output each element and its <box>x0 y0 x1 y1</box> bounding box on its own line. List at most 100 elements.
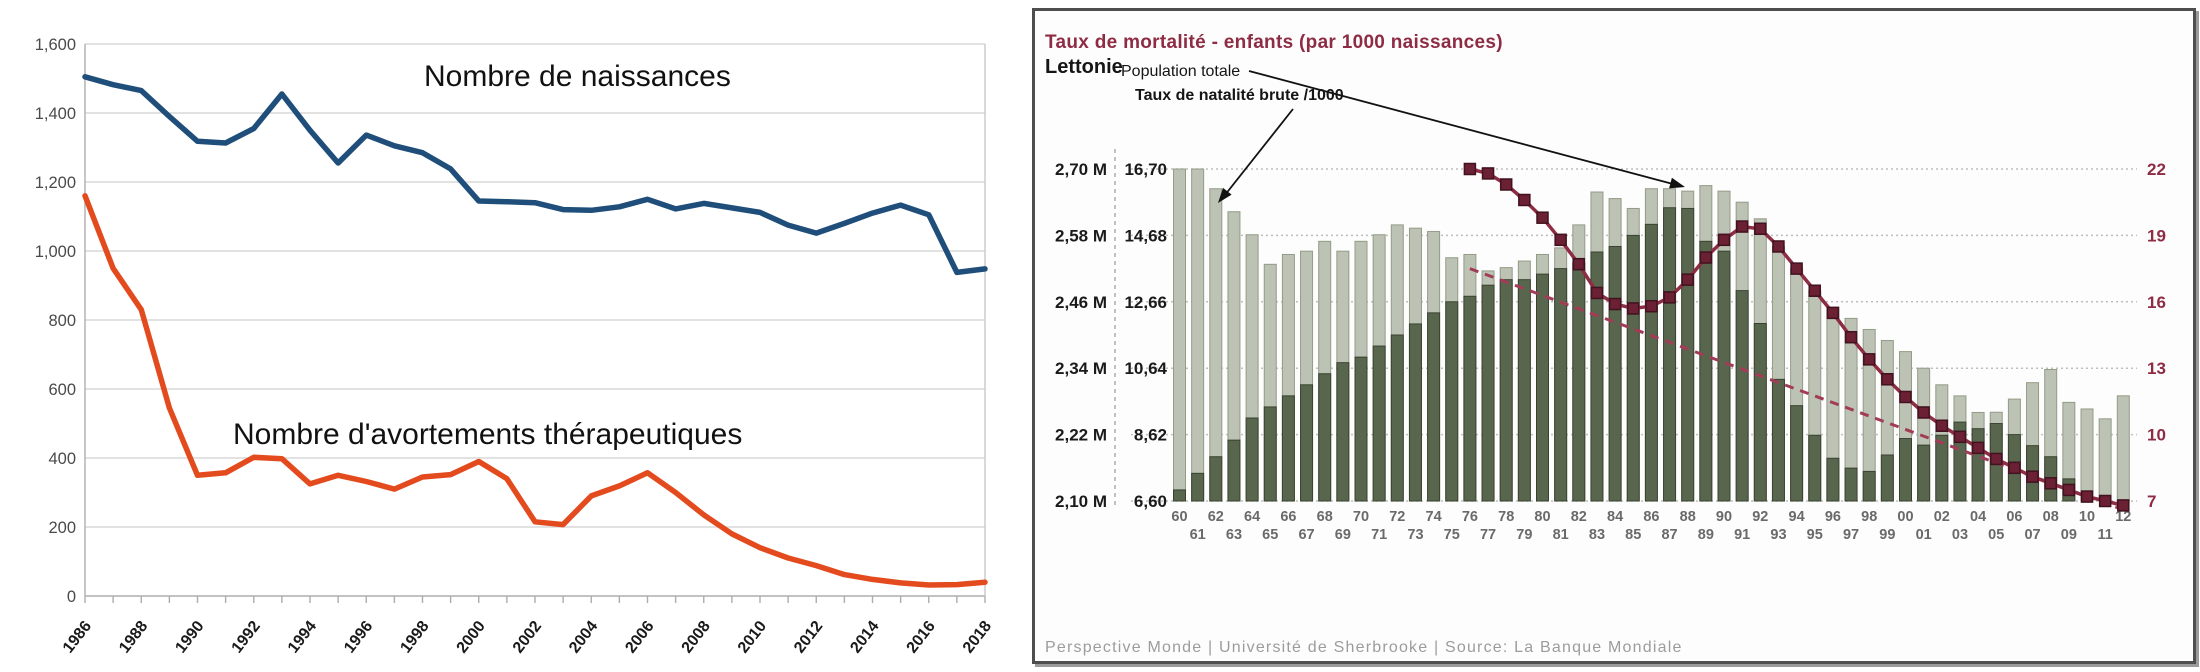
year-label: 00 <box>1897 509 1913 525</box>
mortality-square-marker <box>1717 233 1731 247</box>
x-axis-label: 2018 <box>960 618 995 657</box>
mortality-square-marker <box>1917 406 1930 419</box>
year-label: 89 <box>1698 527 1714 543</box>
bar <box>1935 434 1949 502</box>
natalite-axis-label: 10,64 <box>1124 359 1167 378</box>
x-axis-label: 2000 <box>454 618 489 657</box>
naissances-annotation: Nombre de naissances <box>424 60 731 93</box>
bar <box>1880 454 1894 502</box>
bar <box>1717 250 1731 502</box>
bar <box>1572 262 1586 502</box>
year-label: 93 <box>1770 527 1786 543</box>
year-label: 88 <box>1680 509 1696 525</box>
x-axis-label: 1990 <box>172 618 207 657</box>
bar <box>1626 234 1640 502</box>
year-label: 60 <box>1171 509 1187 525</box>
bar <box>1390 334 1404 502</box>
mortality-square-marker <box>1990 452 2003 466</box>
mortality-square-marker <box>2098 494 2112 508</box>
year-label: 71 <box>1371 527 1387 543</box>
population-legend-label: Population totale <box>1121 63 1241 80</box>
mortality-square-marker <box>1881 373 1894 386</box>
population-arrow <box>1248 70 1674 185</box>
mortality-square-marker <box>2117 499 2130 512</box>
year-label: 05 <box>1988 527 2004 543</box>
births-abortions-chart: 1,600 1,400 1,200 1,000 800 600 400 200 0 1986 198… <box>0 0 1010 672</box>
year-label: 78 <box>1498 509 1514 525</box>
mortality-square-marker <box>1590 286 1604 300</box>
year-label: 98 <box>1861 509 1877 525</box>
bar <box>1336 362 1350 502</box>
bar <box>1771 378 1785 502</box>
y-axis-label: 600 <box>48 381 76 399</box>
bar <box>1808 434 1822 502</box>
mortality-square-marker <box>1645 299 1658 313</box>
year-label: 91 <box>1734 527 1750 543</box>
mortality-square-marker <box>1935 419 1949 432</box>
mortality-square-marker <box>1572 257 1586 271</box>
mortalite-axis-label: 19 <box>2147 226 2166 245</box>
bar <box>1463 295 1477 502</box>
x-axis-label: 1986 <box>60 618 95 657</box>
lettonie-demographics-panel: 2,70 M 16,70 22 2,58 M 14,68 19 2,46 M 12,66 16 2… <box>1032 8 2196 664</box>
mortality-square-marker <box>1518 193 1531 207</box>
bar <box>1917 444 1931 502</box>
bar <box>2098 418 2112 502</box>
natalite-axis-label: 14,68 <box>1124 226 1167 245</box>
year-label: 66 <box>1280 509 1296 525</box>
year-label: 83 <box>1589 527 1605 543</box>
bar <box>1445 301 1459 502</box>
x-axis-label: 2008 <box>679 618 714 657</box>
mortality-square-marker <box>1699 251 1713 264</box>
year-label: 90 <box>1716 509 1732 525</box>
x-axis-label: 2014 <box>847 618 882 657</box>
bar <box>1681 207 1695 502</box>
bar <box>1554 268 1568 502</box>
bar <box>1354 356 1368 502</box>
bar <box>1209 188 1223 502</box>
year-label: 08 <box>2043 509 2059 525</box>
bar <box>1663 207 1677 502</box>
x-axis-label: 2004 <box>566 618 601 657</box>
natalite-axis-label: 8,62 <box>1134 426 1167 445</box>
mortality-square-marker <box>1899 390 1912 404</box>
year-label: 67 <box>1298 527 1314 543</box>
mortality-square-marker <box>1772 240 1785 253</box>
bar <box>1644 223 1658 502</box>
mortality-square-marker <box>1953 430 1967 444</box>
year-label: 85 <box>1625 527 1641 543</box>
year-label: 96 <box>1825 509 1841 525</box>
year-label: 06 <box>2006 509 2022 525</box>
mortality-square-marker <box>1681 273 1694 286</box>
bar <box>1427 312 1441 502</box>
year-label: 62 <box>1208 509 1224 525</box>
bar <box>1699 240 1713 502</box>
bar <box>1227 439 1241 502</box>
year-label: 92 <box>1752 509 1768 525</box>
year-label: 70 <box>1353 509 1369 525</box>
year-label: 61 <box>1190 527 1206 543</box>
mortality-square-marker <box>1536 211 1549 224</box>
bar <box>1536 273 1549 502</box>
lettonie-plot: 2,70 M 16,70 22 2,58 M 14,68 19 2,46 M 12,66 16 2… <box>1055 70 2166 543</box>
year-label: 82 <box>1571 509 1587 525</box>
mortality-square-marker <box>1663 291 1676 304</box>
bar <box>1608 245 1622 502</box>
bar <box>1862 470 1876 502</box>
y-axis-label: 1,200 <box>35 174 76 192</box>
year-label: 95 <box>1807 527 1823 543</box>
year-label: 97 <box>1843 527 1859 543</box>
mortality-square-marker <box>1971 441 1985 455</box>
mortalite-axis-label: 16 <box>2147 293 2166 312</box>
natalite-axis-label: 12,66 <box>1124 293 1167 312</box>
footer-credit: Perspective Monde | Université de Sherbr… <box>1045 639 1683 656</box>
mortality-square-marker <box>1808 284 1821 297</box>
y-axis-label: 1,600 <box>35 36 76 54</box>
y-axis-label: 200 <box>48 519 76 537</box>
year-label: 80 <box>1534 509 1550 525</box>
year-label: 75 <box>1444 527 1460 543</box>
mortality-square-marker <box>1554 233 1567 247</box>
mortalite-axis-label: 10 <box>2147 426 2166 445</box>
year-label: 11 <box>2097 527 2112 543</box>
y-axis-label: 1,400 <box>35 105 76 123</box>
